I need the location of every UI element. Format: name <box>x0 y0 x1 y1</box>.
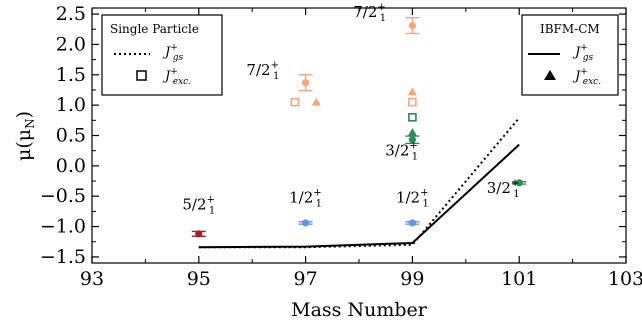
legend-box <box>101 14 223 96</box>
x-tick-label: 99 <box>400 268 424 290</box>
state-label: 7/2+ 1 <box>246 60 279 82</box>
axis-ticks: 93 95 97 99 101 103 −1.5 −1.0 −0.5 0.0 0.5 1.0 1.5 2.… <box>40 3 642 290</box>
experimental-point <box>515 179 523 187</box>
x-tick-label: 95 <box>187 268 211 290</box>
legend-entry-label: J+ exc. <box>572 67 601 87</box>
y-tick-label: 0.0 <box>56 155 86 177</box>
legend-filled-triangle <box>544 70 556 80</box>
sp-excited-square <box>290 97 300 107</box>
y-tick-label: 1.5 <box>56 64 86 86</box>
y-tick-label: 2.0 <box>56 33 86 55</box>
experimental-point <box>408 22 416 30</box>
x-tick-label: 97 <box>294 268 318 290</box>
experimental-point <box>408 136 416 144</box>
legend-ibfm-cm: IBFM-CM J+ gs J+ exc. <box>521 14 619 96</box>
experimental-point <box>408 219 416 227</box>
x-tick-label: 101 <box>501 268 537 290</box>
x-tick-label: 103 <box>608 268 642 290</box>
x-axis-title: Mass Number <box>291 299 428 321</box>
legend-title: Single Particle <box>110 22 199 36</box>
legend-entry-label: J+ gs <box>572 43 594 63</box>
y-tick-label: −0.5 <box>40 185 86 207</box>
y-axis-title: μ(μN) <box>13 111 37 161</box>
sp-excited-square <box>408 112 417 122</box>
state-annotations: 5/2+ 1 1/2+ 1 1/2+ 1 7/2+ 1 7/2+ 1 3/2+ 1 3/2+ 1 <box>182 2 519 216</box>
legend-single-particle: Single Particle J+ gs J+ exc. <box>101 14 223 96</box>
ibfm-cm-line <box>198 143 520 249</box>
sp-excited-square <box>408 97 417 107</box>
ibfm-excited-triangle <box>407 127 417 136</box>
ibfm-excited-triangle <box>407 87 417 96</box>
y-tick-label: −1.0 <box>40 216 86 238</box>
y-tick-label: −1.5 <box>40 246 86 268</box>
experimental-point <box>195 230 203 238</box>
state-label: 5/2+ 1 <box>182 195 215 217</box>
legend-title: IBFM-CM <box>540 22 600 36</box>
state-label: 3/2+ 1 <box>487 178 520 200</box>
state-label: 7/2+ 1 <box>353 2 386 24</box>
state-label: 3/2+ 1 <box>385 141 418 163</box>
experimental-point <box>302 79 310 87</box>
x-tick-label: 93 <box>80 268 104 290</box>
y-tick-label: 2.5 <box>56 3 86 25</box>
ibfm-excited-triangle <box>311 97 321 106</box>
single-particle-line <box>198 117 520 249</box>
y-tick-label: 0.5 <box>56 125 86 147</box>
model-lines <box>198 117 520 249</box>
data-markers <box>191 17 527 238</box>
state-label: 1/2+ 1 <box>396 187 429 209</box>
state-label: 1/2+ 1 <box>289 187 322 209</box>
experimental-point <box>302 219 310 227</box>
legend-entry-label: J+ exc. <box>162 67 191 87</box>
y-tick-label: 1.0 <box>56 94 86 116</box>
legend-open-square <box>136 70 147 81</box>
legend-entry-label: J+ gs <box>162 43 184 63</box>
